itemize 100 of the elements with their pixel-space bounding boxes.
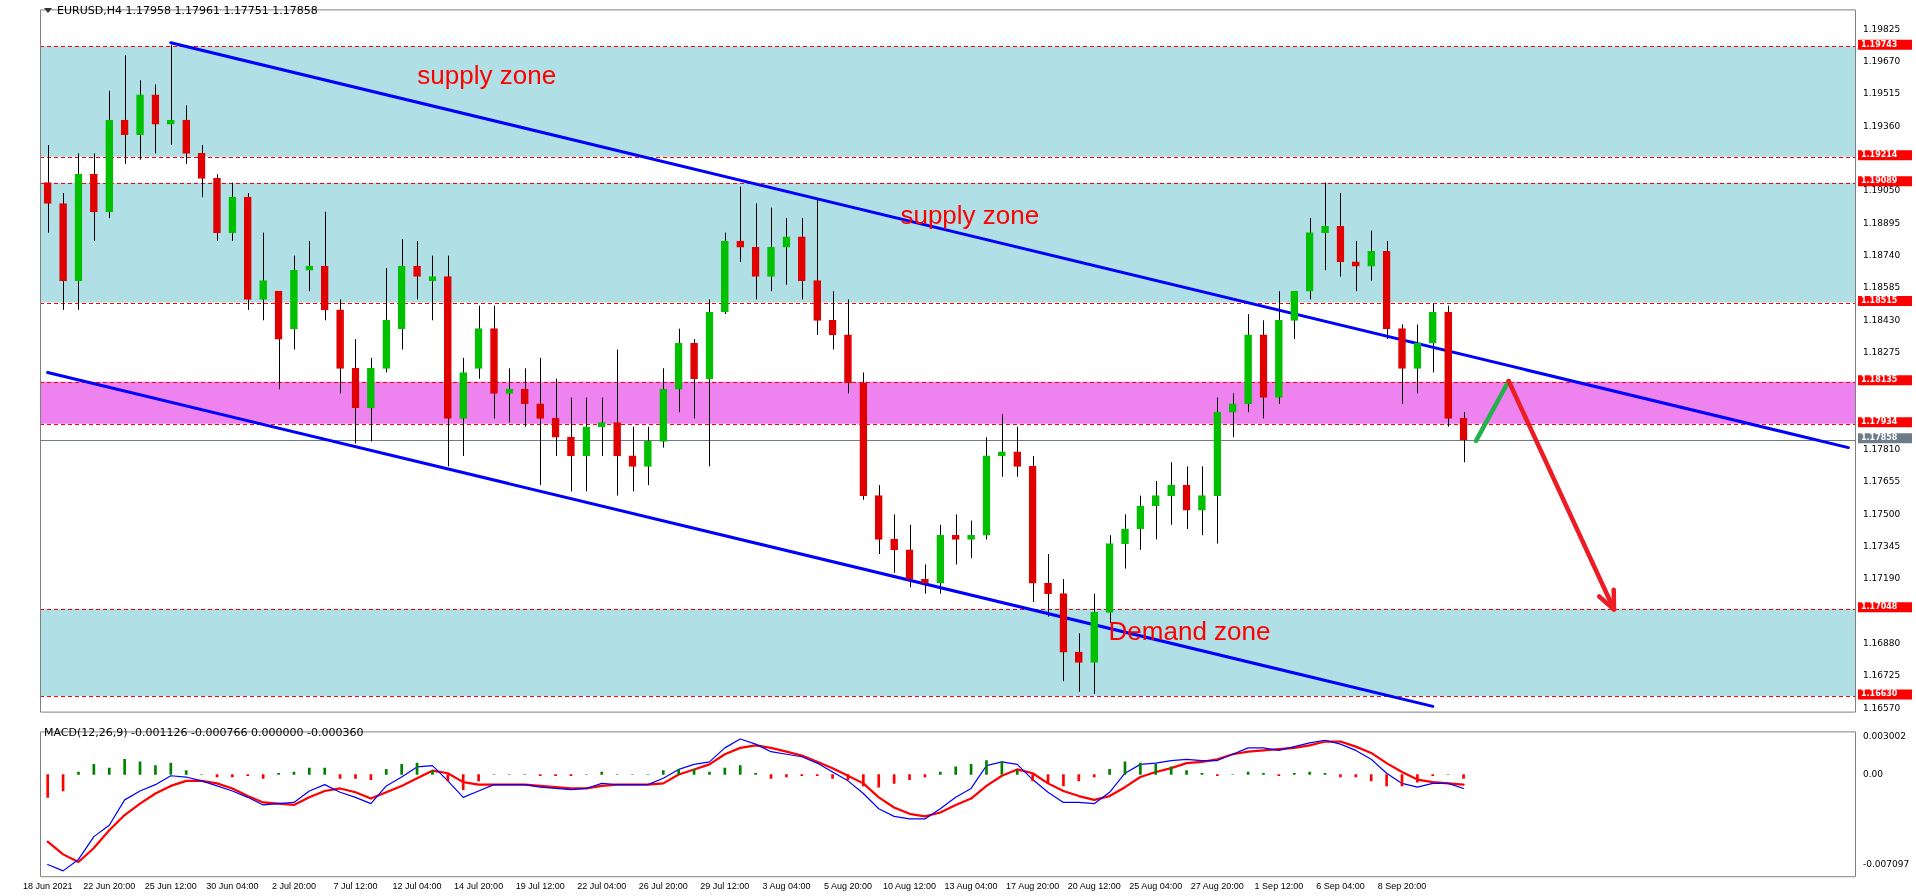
- bar: [107, 767, 111, 775]
- x-tick-label: 22 Jul 04:00: [577, 881, 627, 892]
- bar: [1108, 769, 1111, 775]
- y-tick-label: 1.16725: [1863, 670, 1901, 681]
- candlestick: [567, 397, 575, 492]
- y-tick-label: 1.18430: [1863, 314, 1901, 325]
- candlestick: [921, 563, 929, 595]
- x-tick-label: 6 Sep 04:00: [1316, 881, 1365, 892]
- band-label: supply zone: [417, 60, 557, 91]
- ref-line-label: 1.17048: [1861, 602, 1898, 612]
- bar: [862, 774, 865, 787]
- candlestick: [1228, 392, 1237, 438]
- bar: [1369, 774, 1373, 782]
- x-tick-label: 30 Jun 04:00: [206, 881, 259, 892]
- candlestick: [1413, 323, 1422, 394]
- bar: [1015, 770, 1019, 775]
- x-tick-label: 26 Jul 20:00: [638, 881, 688, 892]
- bar: [1077, 774, 1081, 782]
- candlestick: [305, 240, 314, 292]
- x-tick-label: 20 Aug 12:00: [1067, 881, 1121, 892]
- y-tick-label: 1.18585: [1863, 282, 1901, 293]
- candlestick: [1121, 513, 1129, 570]
- x-tick-label: 7 Jul 12:00: [333, 881, 378, 892]
- candlestick: [505, 367, 514, 424]
- bar: [785, 774, 788, 778]
- candlestick: [43, 144, 52, 234]
- x-tick-label: 12 Jul 04:00: [392, 881, 442, 892]
- x-tick-label: 25 Jun 12:00: [144, 881, 197, 892]
- bar: [877, 774, 881, 788]
- x-tick-label: 18 Jun 2021: [22, 881, 73, 892]
- candlestick: [1013, 426, 1022, 478]
- ref-line-label: 1.19214: [1861, 150, 1898, 160]
- candlestick: [1074, 632, 1083, 693]
- bar: [738, 765, 742, 775]
- y-tick-label: 0.00: [1863, 768, 1884, 779]
- y-tick-label: 1.18895: [1863, 217, 1901, 228]
- candlestick: [597, 397, 606, 457]
- x-tick-label: 2 Jul 20:00: [271, 881, 316, 892]
- candlestick: [197, 144, 206, 198]
- bar: [600, 771, 604, 775]
- candlestick: [413, 240, 421, 300]
- bar: [431, 770, 434, 775]
- ref-line-label: 1.19743: [1861, 39, 1898, 49]
- y-tick-label: 1.18740: [1863, 249, 1901, 260]
- bar: [1462, 774, 1465, 779]
- ref-line-label: 1.18515: [1861, 296, 1898, 306]
- x-tick-label: 3 Aug 04:00: [762, 881, 811, 892]
- x-tick-label: 8 Sep 20:00: [1377, 881, 1427, 892]
- candlestick: [951, 513, 960, 565]
- y-tick-label: 1.17345: [1863, 541, 1901, 552]
- x-tick-label: 13 Aug 04:00: [944, 881, 998, 892]
- bar: [677, 769, 681, 775]
- ref-line-label: 1.17858: [1861, 433, 1898, 443]
- bar: [908, 774, 911, 780]
- candlestick: [890, 513, 898, 574]
- candlestick: [1182, 465, 1191, 530]
- candlestick: [1198, 465, 1206, 536]
- bar: [1062, 774, 1065, 787]
- x-tick-label: 1 Sep 12:00: [1254, 881, 1304, 892]
- bar: [477, 774, 480, 782]
- x-tick-label: 29 Jul 12:00: [700, 881, 750, 892]
- y-tick-label: 0.003002: [1863, 730, 1906, 741]
- x-tick-label: 17 Aug 20:00: [1006, 881, 1060, 892]
- candlestick: [259, 232, 267, 321]
- candlestick: [736, 186, 745, 263]
- bar: [354, 774, 357, 779]
- ref-line-label: 1.17934: [1861, 417, 1898, 427]
- bar: [154, 765, 157, 775]
- candlestick: [1367, 230, 1376, 282]
- bar: [708, 771, 711, 775]
- x-tick-label: 5 Aug 20:00: [823, 881, 872, 892]
- bar: [169, 762, 173, 775]
- bar: [1339, 774, 1342, 778]
- y-tick-label: 1.19515: [1863, 88, 1901, 99]
- bar: [400, 764, 403, 775]
- bar: [1416, 774, 1419, 783]
- x-tick-label: 25 Aug 04:00: [1129, 881, 1183, 892]
- bar: [1139, 762, 1142, 775]
- bar: [323, 767, 327, 775]
- bar: [384, 769, 388, 775]
- bar: [184, 770, 188, 775]
- candlestick: [967, 520, 975, 559]
- y-tick-label: 1.19825: [1863, 23, 1901, 34]
- bar: [954, 766, 958, 775]
- bar: [1031, 774, 1034, 782]
- chart-title: EURUSD,H4 1.17958 1.17961 1.17751 1.17858: [57, 4, 318, 17]
- candlestick: [1044, 553, 1052, 618]
- bar: [77, 771, 80, 775]
- y-tick-label: 1.18275: [1863, 347, 1901, 357]
- band-label: supply zone: [900, 199, 1040, 230]
- y-tick-label: 1.16880: [1863, 638, 1901, 649]
- candlestick: [1167, 461, 1175, 526]
- ref-line-label: 1.18135: [1861, 375, 1898, 385]
- candlestick: [520, 367, 529, 428]
- candlestick: [1151, 480, 1160, 540]
- x-tick-label: 27 Aug 20:00: [1190, 881, 1244, 892]
- candlestick: [644, 426, 652, 486]
- x-tick-label: 22 Jun 20:00: [83, 881, 136, 892]
- x-tick-label: 19 Jul 12:00: [515, 881, 565, 892]
- candlestick: [428, 255, 437, 321]
